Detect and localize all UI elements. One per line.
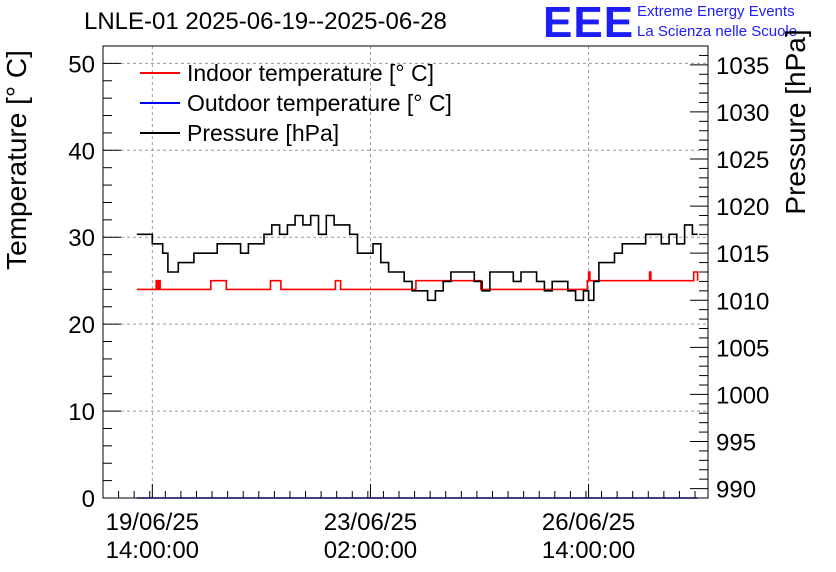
- x-tick-time: 02:00:00: [324, 537, 417, 564]
- y2-tick-label: 990: [716, 477, 756, 504]
- y2-tick-label: 1030: [716, 100, 769, 127]
- y2-axis-label: Pressure [hPa]: [780, 29, 811, 214]
- y-tick-label: 10: [68, 399, 95, 426]
- y2-tick-label: 1020: [716, 194, 769, 221]
- y2-tick-label: 1010: [716, 288, 769, 315]
- x-tick-time: 14:00:00: [106, 537, 199, 564]
- legend-label: Pressure [hPa]: [187, 120, 339, 146]
- y2-tick-label: 995: [716, 430, 756, 457]
- y-axis-label: Temperature [° C]: [1, 50, 32, 270]
- legend: Indoor temperature [° C] Outdoor temperat…: [140, 60, 452, 146]
- legend-label: Outdoor temperature [° C]: [187, 90, 452, 116]
- y2-tick-label: 1005: [716, 335, 769, 362]
- legend-label: Indoor temperature [° C]: [187, 60, 434, 86]
- series-line-3: [136, 214, 698, 302]
- y-tick-label: 50: [68, 51, 95, 78]
- y2-tick-label: 1035: [716, 53, 769, 80]
- y-tick-label: 0: [82, 486, 95, 513]
- y2-tick-label: 1000: [716, 382, 769, 409]
- y-tick-label: 30: [68, 225, 95, 252]
- logo-line-1: Extreme Energy Events: [637, 3, 795, 20]
- y-tick-label: 20: [68, 312, 95, 339]
- eee-logo: EEE: [543, 0, 635, 47]
- x-tick-date: 19/06/25: [106, 509, 199, 536]
- logo-line-2: La Scienza nelle Scuole: [637, 23, 798, 40]
- x-tick-time: 14:00:00: [542, 537, 635, 564]
- chart-title: LNLE-01 2025-06-19--2025-06-28: [84, 8, 447, 35]
- x-tick-date: 23/06/25: [324, 509, 417, 536]
- y2-tick-label: 1025: [716, 147, 769, 174]
- series-layer: [136, 214, 699, 499]
- x-tick-date: 26/06/25: [542, 509, 635, 536]
- y2-tick-label: 1015: [716, 241, 769, 268]
- series-line-1: [136, 271, 699, 291]
- axes: 19/06/2514:00:0023/06/2502:00:0026/06/25…: [68, 45, 769, 564]
- y-tick-label: 40: [68, 138, 95, 165]
- grid-lines: [103, 46, 708, 498]
